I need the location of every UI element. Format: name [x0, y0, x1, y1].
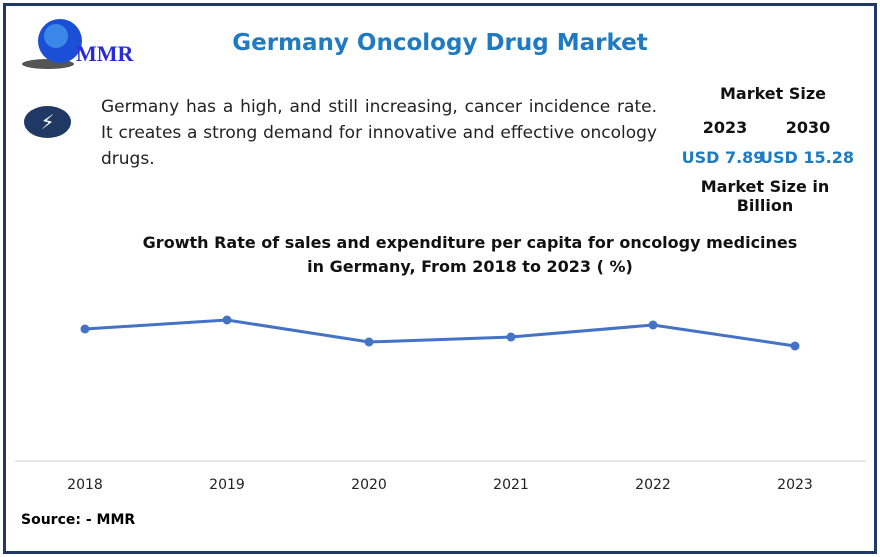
x-tick-label: 2020 [351, 477, 387, 493]
value-2030: USD 15.28 [760, 148, 854, 167]
x-tick-label: 2023 [777, 477, 813, 493]
source: Source: - MMR [21, 512, 136, 528]
x-tick-label: 2022 [635, 477, 671, 493]
market-size-heading: Market Size [719, 84, 827, 103]
series-line [84, 318, 796, 348]
x-tick-label: 2018 [67, 477, 103, 493]
svg-text:MMR: MMR [76, 41, 135, 66]
description: Germany has a high, and still increasing… [101, 97, 657, 169]
data-point-2020 [364, 337, 374, 347]
data-point-2021 [506, 332, 516, 342]
year-2030: 2030 [785, 118, 831, 137]
globe-icon: MMR [22, 19, 135, 69]
x-tick-label: 2021 [493, 477, 529, 493]
page-title: Germany Oncology Drug Market [232, 30, 648, 56]
value-2023: USD 7.89 [681, 148, 765, 167]
lightning-icon: ⚡ [24, 106, 71, 138]
chart-title: Growth Rate of sales and expenditure per… [142, 233, 798, 276]
data-point-2018 [80, 324, 90, 334]
data-point-2022 [648, 320, 658, 330]
year-2023: 2023 [702, 118, 748, 137]
mmr-logo: MMR [18, 14, 148, 69]
data-point-2019 [222, 315, 232, 325]
frame [3, 3, 877, 554]
x-tick-label: 2019 [209, 477, 245, 493]
data-point-2023 [790, 341, 800, 351]
market-size-footer: Market Size in Billion [700, 177, 830, 215]
